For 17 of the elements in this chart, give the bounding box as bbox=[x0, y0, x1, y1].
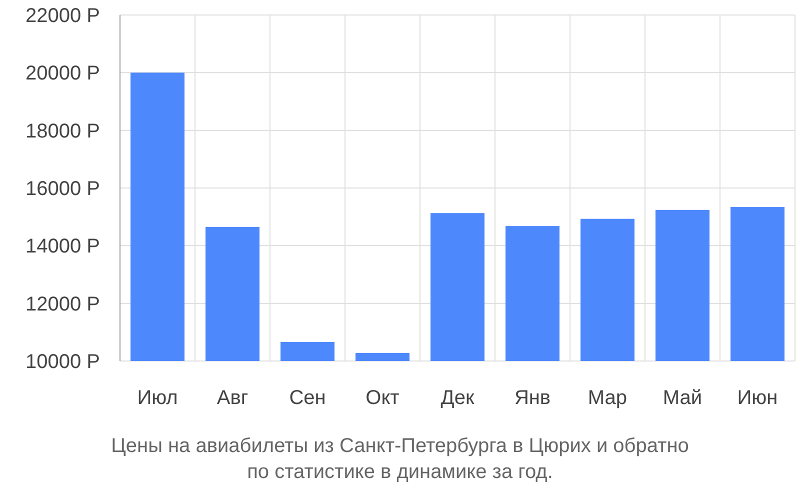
text: Цены на авиабилеты из Санкт-Петербурга в Цюрих и обратно по статистике в динамике за год. bbox=[111, 435, 689, 483]
y-tick-label: 16000 Р bbox=[25, 178, 100, 200]
x-tick-label: Май bbox=[662, 387, 702, 409]
y-tick-label: 12000 Р bbox=[25, 293, 100, 316]
y-tick-label: 18000 Р bbox=[25, 120, 100, 142]
x-tick-label: Июл bbox=[137, 387, 178, 409]
x-tick-label: Авг bbox=[216, 387, 248, 409]
x-tick-label: Июн bbox=[737, 387, 778, 409]
y-tick-label: 20000 Р bbox=[25, 62, 100, 85]
x-tick-label: Окт bbox=[366, 387, 400, 409]
x-tick-label: Янв bbox=[514, 387, 551, 409]
y-tick-label: 22000 Р bbox=[25, 5, 100, 27]
x-tick-label: Дек bbox=[440, 387, 474, 409]
x-tick-label: Сен bbox=[289, 387, 326, 409]
x-tick-label: Мар bbox=[588, 387, 628, 409]
y-tick-label: 10000 Р bbox=[25, 351, 100, 373]
y-tick-label: 14000 Р bbox=[25, 236, 100, 258]
